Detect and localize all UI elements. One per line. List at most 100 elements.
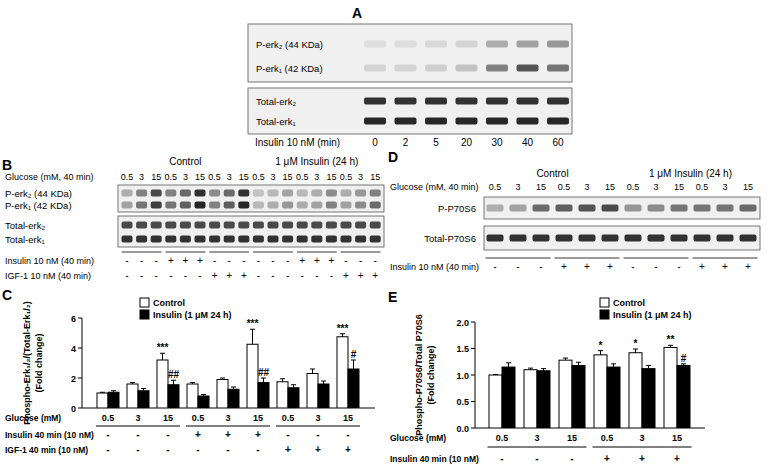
- panel-letter: D: [388, 149, 398, 165]
- bar: [277, 382, 288, 408]
- group-underline: [166, 252, 206, 253]
- bar: [348, 369, 359, 408]
- band: [238, 236, 249, 243]
- band: [238, 190, 249, 197]
- error-bar: [100, 392, 105, 394]
- blot-panel: BControl1 μM Insulin (24 h)Glucose (mM, …: [2, 156, 384, 281]
- error-stem: [635, 349, 636, 353]
- bar: [258, 383, 269, 409]
- band: [395, 98, 417, 105]
- lane-label: 5: [433, 137, 439, 148]
- lane-label: 3: [314, 172, 319, 182]
- error-cap: [280, 378, 285, 379]
- group-underline: [276, 426, 360, 427]
- band: [209, 202, 220, 209]
- bar: [318, 384, 329, 408]
- band-label: P-erk₁ (42 KDa): [256, 63, 323, 74]
- error-cap: [611, 363, 616, 364]
- band: [224, 202, 235, 209]
- band: [122, 202, 133, 209]
- legend-label: Insulin (1 μM 24 h): [613, 310, 692, 320]
- band: [136, 190, 147, 197]
- error-stem: [508, 363, 509, 367]
- treatment-sign: -: [344, 255, 347, 266]
- band-label: P-P70S6: [438, 203, 476, 214]
- treatment-sign: +: [745, 261, 751, 272]
- x-row-sign: +: [345, 444, 351, 455]
- membrane: [248, 24, 572, 82]
- treatment-sign: +: [607, 261, 613, 272]
- bar: [607, 367, 620, 428]
- band: [253, 202, 264, 209]
- blot-panel: AInsulin 10 nM (min)02520304060P-erk₂ (4…: [248, 5, 572, 148]
- group-underline: [186, 426, 270, 427]
- lane-label: 3: [358, 172, 363, 182]
- lane-label: 15: [536, 182, 546, 192]
- group-underline: [693, 258, 758, 259]
- band: [486, 98, 508, 105]
- band: [326, 222, 337, 229]
- band: [341, 190, 352, 197]
- error-cap: [576, 362, 581, 363]
- bar: [138, 391, 149, 408]
- panel-letter: E: [388, 289, 397, 305]
- band: [195, 202, 206, 209]
- band: [268, 222, 279, 229]
- bar: [157, 360, 168, 408]
- band: [517, 118, 539, 125]
- band: [268, 202, 279, 209]
- treatment-sign: -: [257, 255, 260, 266]
- lane-label: 15: [239, 172, 249, 182]
- x-tick-label: 0.5: [102, 413, 115, 423]
- error-cap: [220, 378, 225, 379]
- band: [370, 236, 381, 243]
- band: [253, 222, 264, 229]
- legend-swatch: [140, 310, 149, 319]
- band: [268, 236, 279, 243]
- legend-swatch: [600, 298, 609, 307]
- band: [395, 65, 417, 72]
- lane-label: 15: [326, 172, 336, 182]
- lane-label: 3: [722, 182, 727, 192]
- y-tick: [78, 318, 82, 319]
- error-cap: [493, 374, 498, 375]
- bar: [228, 389, 239, 408]
- treatment-sign: +: [226, 270, 232, 281]
- error-bar: [528, 368, 533, 370]
- lane-row-label: Glucose (mM, 40 min): [5, 172, 94, 182]
- bar: [288, 388, 299, 408]
- band-label: Total-erk₂: [5, 220, 45, 231]
- band: [364, 98, 386, 105]
- band: [195, 222, 206, 229]
- legend: ControlInsulin (1 μM 24 h): [600, 298, 692, 320]
- band-label: Total-erk₂: [256, 96, 296, 107]
- significance: ***: [337, 323, 349, 334]
- bar: [168, 385, 179, 408]
- lane-label: 3: [584, 182, 589, 192]
- band: [694, 235, 711, 242]
- x-tick-label: 15: [163, 413, 173, 423]
- treatment-sign: -: [184, 270, 187, 281]
- band: [122, 222, 133, 229]
- bar: [642, 369, 655, 428]
- error-bar: [291, 385, 296, 388]
- error-bar: [171, 380, 176, 385]
- y-tick-label: 6: [71, 314, 76, 324]
- error-stem: [162, 353, 163, 360]
- x-row-sign: -: [106, 429, 109, 440]
- band: [238, 202, 249, 209]
- band: [533, 235, 550, 242]
- blot-header: 1 μM Insulin (24 h): [275, 156, 358, 167]
- significance: *: [634, 338, 638, 349]
- blot-header: Control: [169, 156, 201, 167]
- treatment-sign: -: [257, 270, 260, 281]
- x-row-sign: -: [166, 429, 169, 440]
- treatment-sign: -: [155, 255, 158, 266]
- band: [370, 222, 381, 229]
- significance: ***: [157, 342, 169, 353]
- y-tick-label: 1.5: [456, 344, 469, 354]
- band: [297, 222, 308, 229]
- bar: [559, 360, 572, 428]
- error-cap: [231, 387, 236, 388]
- treatment-sign: -: [315, 270, 318, 281]
